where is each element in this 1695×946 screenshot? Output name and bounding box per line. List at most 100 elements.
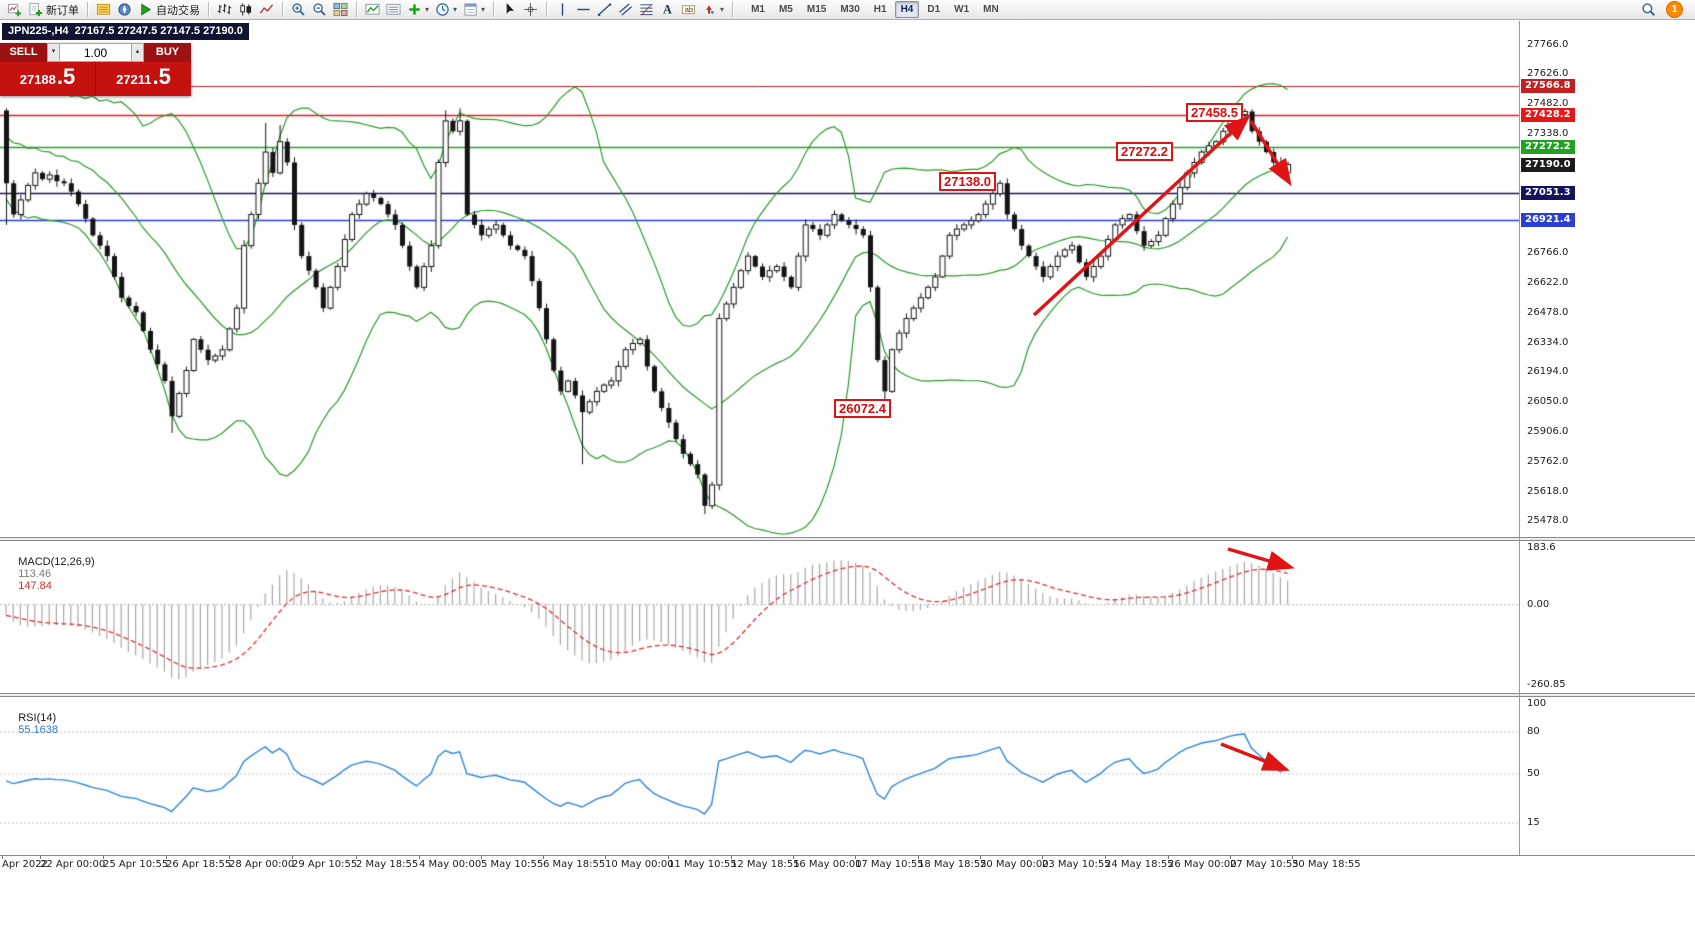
label-icon: ab <box>681 5 696 15</box>
periods-button[interactable]: ▾ <box>432 1 460 19</box>
tile-icon <box>333 2 348 17</box>
new-order-icon <box>29 2 42 17</box>
line-chart-button[interactable] <box>256 1 277 19</box>
caret-down-icon: ▾ <box>453 5 458 14</box>
price-scale-label: 26050.0 <box>1527 395 1569 407</box>
macd-panel-canvas[interactable] <box>0 541 1519 693</box>
volume-input[interactable] <box>60 43 131 62</box>
macd-scale-label: 183.6 <box>1527 542 1556 553</box>
time-axis-label: 2 May 18:55 <box>356 859 419 870</box>
search-icon <box>1642 3 1656 17</box>
bar-chart-button[interactable] <box>214 1 235 19</box>
macd-indicator-label: MACD(12,26,9) 113.46 147.84 <box>6 544 94 604</box>
volume-increase-button[interactable]: ▴ <box>131 43 144 62</box>
templates-button[interactable]: ▾ <box>460 1 488 19</box>
indicator-list-button[interactable] <box>383 1 404 19</box>
macd-signal-value: 147.84 <box>18 580 52 592</box>
buy-price-display[interactable]: 27211.5 <box>95 62 191 96</box>
timeframe-m30-button[interactable]: M30 <box>840 4 860 15</box>
cursor-icon <box>506 2 515 14</box>
price-scale-label: 27766.0 <box>1527 38 1569 50</box>
new-chart-button[interactable] <box>4 1 25 19</box>
horizontal-line-button[interactable] <box>573 1 594 19</box>
crosshair-icon <box>523 2 538 17</box>
indicator-list-icon <box>386 3 401 15</box>
fibo-icon <box>640 4 653 16</box>
arrows-icon <box>706 5 715 15</box>
auto-trading-button[interactable]: 自动交易 <box>135 1 203 19</box>
timeframe-h4-button[interactable]: H4 <box>894 1 920 18</box>
indicator-icon <box>365 3 380 15</box>
timeframe-w1-button[interactable]: W1 <box>954 4 970 15</box>
timeframe-mn-button[interactable]: MN <box>983 4 999 15</box>
toolbar-separator <box>356 2 357 17</box>
price-scale-label: 25618.0 <box>1527 485 1569 497</box>
time-axis-label: 11 May 10:55 <box>668 859 737 870</box>
arrows-button[interactable]: ▾ <box>699 1 727 19</box>
caret-down-icon: ▾ <box>481 5 486 14</box>
buy-button[interactable]: BUY <box>144 43 191 62</box>
volume-decrease-button[interactable]: ▾ <box>47 43 60 62</box>
crosshair-button[interactable] <box>520 1 541 19</box>
notifications-badge[interactable]: 1 <box>1666 1 1683 18</box>
chart-symbol-title: JPN225-,H4 27167.5 27247.5 27147.5 27190… <box>2 23 249 40</box>
vertical-line-button[interactable] <box>552 1 573 19</box>
bars-icon <box>217 3 232 15</box>
time-axis-label: 18 May 18:55 <box>918 859 987 870</box>
navigator-icon <box>118 3 131 16</box>
text-button[interactable]: A <box>657 1 678 19</box>
time-axis-label: 16 May 00:00 <box>793 859 862 870</box>
toolbar-button-label: 自动交易 <box>156 4 200 17</box>
price-annotation[interactable]: 27138.0 <box>939 172 996 191</box>
channel-icon <box>619 3 633 16</box>
main-chart-canvas[interactable] <box>0 21 1519 537</box>
market-watch-button[interactable] <box>93 1 114 19</box>
toolbar-right-group: 1 <box>1638 1 1691 19</box>
price-tag: 27190.0 <box>1521 157 1575 172</box>
time-axis-label: 27 May 10:55 <box>1230 859 1299 870</box>
rsi-label: RSI(14) <box>18 712 57 724</box>
navigator-button[interactable] <box>114 1 135 19</box>
price-annotation[interactable]: 26072.4 <box>834 399 891 418</box>
price-tag: 27566.8 <box>1521 79 1575 94</box>
fibonacci-button[interactable] <box>636 1 657 19</box>
buy-price-main: 27211 <box>116 72 152 87</box>
svg-text:ab: ab <box>685 5 693 14</box>
macd-rsi-splitter[interactable] <box>0 693 1695 697</box>
toolbar-separator <box>493 2 495 17</box>
add-indicator-button[interactable]: ▾ <box>404 1 432 19</box>
timeframe-h1-button[interactable]: H1 <box>873 4 887 15</box>
time-axis-label: Apr 2022 <box>2 859 48 870</box>
sell-price-display[interactable]: 27188.5 <box>0 62 95 96</box>
rsi-panel-canvas[interactable] <box>0 697 1519 855</box>
one-click-trading-widget: SELL ▾ ▴ BUY 27188.5 27211.5 <box>0 43 191 96</box>
search-button[interactable] <box>1638 1 1659 19</box>
price-annotation[interactable]: 27458.5 <box>1186 103 1243 122</box>
price-annotation[interactable]: 27272.2 <box>1116 142 1173 161</box>
new-order-button[interactable]: 新订单 <box>25 1 82 19</box>
timeframe-m1-button[interactable]: M1 <box>751 4 765 15</box>
zoom-out-button[interactable] <box>309 1 330 19</box>
price-scale-label: 26194.0 <box>1527 365 1569 377</box>
cursor-button[interactable] <box>499 1 520 19</box>
main-macd-splitter[interactable] <box>0 537 1695 541</box>
text-label-button[interactable]: ab <box>678 1 699 19</box>
timeframe-d1-button[interactable]: D1 <box>927 4 941 15</box>
channel-button[interactable] <box>615 1 636 19</box>
hline-icon <box>577 8 590 11</box>
timeframe-m15-button[interactable]: M15 <box>806 4 827 15</box>
tile-windows-button[interactable] <box>330 1 351 19</box>
zoom-in-button[interactable] <box>288 1 309 19</box>
indicators-window-button[interactable] <box>362 1 383 19</box>
toolbar-group <box>214 1 277 19</box>
price-scale-label: 26622.0 <box>1527 276 1569 288</box>
timeframe-m5-button[interactable]: M5 <box>778 4 793 15</box>
price-scale-border <box>1519 21 1520 855</box>
trendline-icon <box>597 3 612 16</box>
candlestick-chart-button[interactable] <box>235 1 256 19</box>
sell-button[interactable]: SELL <box>0 43 47 62</box>
price-scale-label: 27626.0 <box>1527 67 1569 79</box>
trendline-button[interactable] <box>594 1 615 19</box>
